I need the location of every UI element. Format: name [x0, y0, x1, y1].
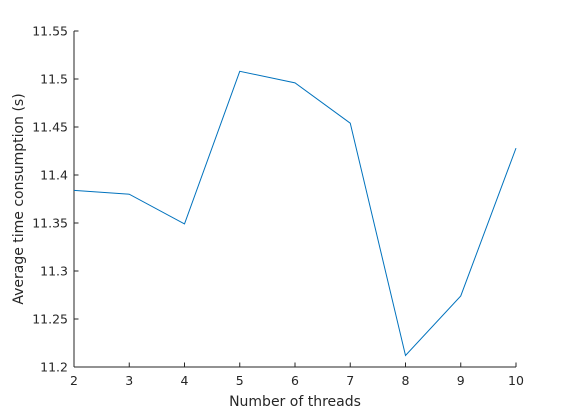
x-tick-label: 3 [125, 373, 133, 388]
tick-labels: 2 3 4 5 6 7 8 9 10 11.2 11.25 11.3 11.35 11.4 11.45 11.… [32, 24, 524, 389]
x-tick-label: 2 [70, 373, 78, 388]
y-tick-label: 11.45 [32, 120, 68, 135]
y-tick-label: 11.35 [32, 216, 68, 231]
y-tick-label: 11.5 [40, 72, 68, 87]
x-tick-label: 4 [181, 373, 189, 388]
plot-area [73, 70, 517, 357]
x-tick-label: 6 [291, 373, 299, 388]
y-tick-label: 11.25 [32, 312, 68, 327]
y-tick-label: 11.3 [40, 264, 68, 279]
x-tick-label: 10 [508, 373, 524, 388]
x-tick-label: 7 [346, 373, 354, 388]
y-tick-label: 11.55 [32, 24, 68, 39]
x-tick-label: 8 [402, 373, 410, 388]
y-tick-label: 11.2 [40, 360, 68, 375]
x-tick-label: 5 [236, 373, 244, 388]
series-line [73, 70, 517, 357]
y-axis-label: Average time consumption (s) [11, 93, 27, 304]
y-tick-label: 11.4 [40, 168, 68, 183]
axes [73, 30, 517, 368]
x-tick-label: 9 [457, 373, 465, 388]
x-axis-label: Number of threads [229, 394, 361, 410]
